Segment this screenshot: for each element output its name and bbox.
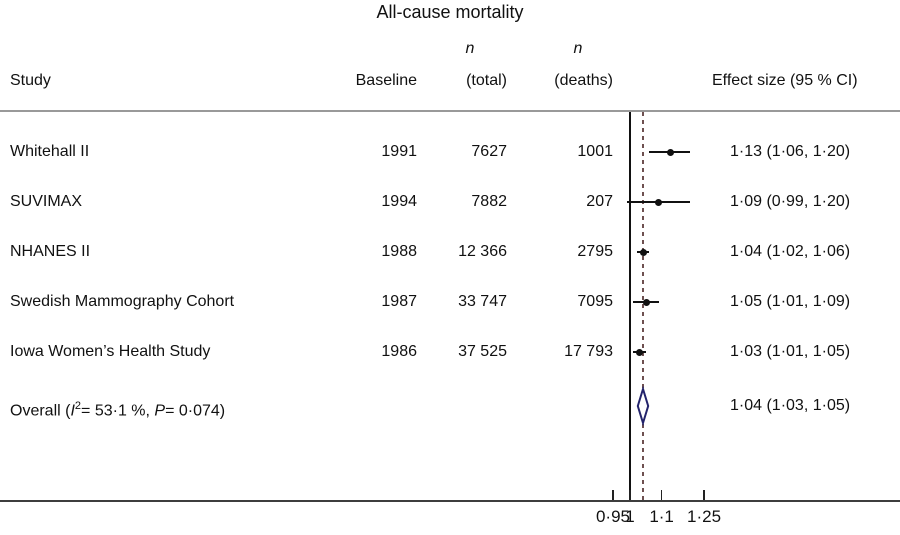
p-symbol: P <box>154 402 166 420</box>
column-header-total: (total) <box>466 72 507 89</box>
study-name: NHANES II <box>10 243 91 260</box>
effect-size-value: 1·09 (0·99, 1·20) <box>730 193 851 210</box>
effect-size-value: 1·03 (1·01, 1·05) <box>730 343 851 360</box>
overall-row-label: Overall (I2= 53·1 %, P= 0·074) <box>10 395 225 422</box>
axis-tick <box>703 490 705 500</box>
n-deaths-value: 7095 <box>577 293 613 310</box>
baseline-value: 1987 <box>381 293 417 310</box>
n-deaths-value: 2795 <box>577 243 613 260</box>
point-estimate-marker <box>642 298 650 306</box>
axis-tick-label: 1 <box>625 507 635 526</box>
study-name: Whitehall II <box>10 143 90 160</box>
effect-size-value: 1·13 (1·06, 1·20) <box>730 143 851 160</box>
study-name: SUVIMAX <box>10 193 83 210</box>
overall-label-pre: Overall ( <box>10 402 71 420</box>
column-header-baseline: Baseline <box>355 72 417 89</box>
axis-tick <box>612 490 614 500</box>
axis-tick <box>660 490 663 500</box>
n-deaths-value: 17 793 <box>564 343 613 360</box>
effect-size-value: 1·04 (1·02, 1·06) <box>730 243 851 260</box>
baseline-value: 1994 <box>381 193 417 210</box>
axis-tick-label: 1·1 <box>649 507 674 526</box>
x-axis-line <box>0 500 900 502</box>
n-total-value: 12 366 <box>458 243 507 260</box>
reference-line-at-1 <box>629 112 631 500</box>
baseline-value: 1988 <box>381 243 417 260</box>
n-deaths-value: 1001 <box>577 143 613 160</box>
n-total-value: 7882 <box>471 193 507 210</box>
column-header-study: Study <box>10 72 51 89</box>
point-estimate-marker <box>639 248 647 256</box>
baseline-value: 1986 <box>381 343 417 360</box>
header-divider-rule <box>0 110 900 112</box>
i-squared-exponent: 2 <box>74 400 82 412</box>
baseline-value: 1991 <box>381 143 417 160</box>
n-total-value: 37 525 <box>458 343 507 360</box>
column-header-n-deaths-symbol: n <box>573 40 583 57</box>
axis-tick-label: 1·25 <box>687 507 722 526</box>
overall-label-post: = 0·074) <box>165 402 226 420</box>
overall-label-mid: = 53·1 %, <box>81 402 155 420</box>
point-estimate-marker <box>655 198 663 206</box>
point-estimate-marker <box>667 148 675 156</box>
axis-tick-label: 0·95 <box>595 507 630 526</box>
n-deaths-value: 207 <box>586 193 613 210</box>
study-name: Swedish Mammography Cohort <box>10 293 235 310</box>
n-total-value: 7627 <box>471 143 507 160</box>
i-squared-symbol: I <box>70 402 75 420</box>
effect-size-value: 1·05 (1·01, 1·09) <box>730 293 851 310</box>
chart-title: All-cause mortality <box>376 2 524 22</box>
overall-estimate-dashed-line <box>642 112 644 500</box>
overall-effect-size-value: 1·04 (1·03, 1·05) <box>730 397 851 414</box>
n-total-value: 33 747 <box>458 293 507 310</box>
column-header-deaths: (deaths) <box>554 72 613 89</box>
column-header-n-total-symbol: n <box>465 40 475 57</box>
point-estimate-marker <box>636 348 644 356</box>
axis-tick <box>629 490 631 500</box>
study-name: Iowa Women’s Health Study <box>10 343 211 360</box>
column-header-effect-size: Effect size (95 % CI) <box>712 72 858 89</box>
